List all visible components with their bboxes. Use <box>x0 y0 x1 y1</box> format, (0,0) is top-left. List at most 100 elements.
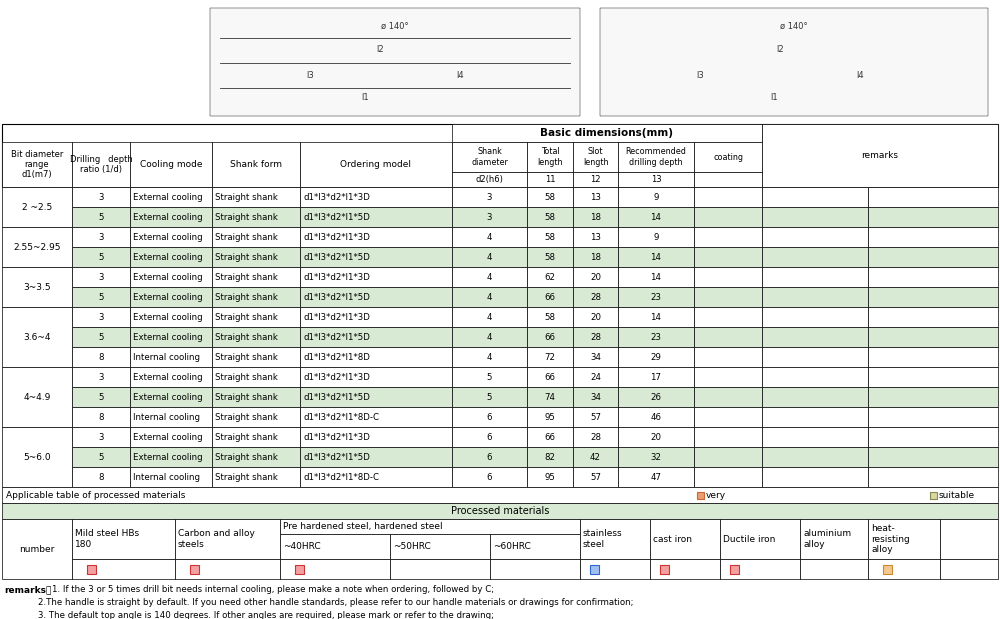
Text: External cooling: External cooling <box>133 233 203 241</box>
Text: 47: 47 <box>650 472 662 482</box>
Text: 23: 23 <box>650 332 662 342</box>
Bar <box>87 565 96 574</box>
Text: Straight shank: Straight shank <box>215 212 278 222</box>
Bar <box>490 534 580 559</box>
Bar <box>694 307 762 327</box>
Bar <box>694 227 762 247</box>
Text: Straight shank: Straight shank <box>215 392 278 402</box>
Bar <box>527 467 573 487</box>
Bar <box>527 407 573 427</box>
Text: 20: 20 <box>590 272 601 282</box>
Text: 14: 14 <box>650 313 662 321</box>
Text: 72: 72 <box>544 352 556 361</box>
Text: d1*l3*d2*l1*5D: d1*l3*d2*l1*5D <box>303 212 370 222</box>
Bar <box>527 187 573 207</box>
Text: 28: 28 <box>590 433 601 441</box>
Bar <box>452 447 527 467</box>
Text: 26: 26 <box>650 392 662 402</box>
Text: 5: 5 <box>98 392 104 402</box>
Bar <box>527 307 573 327</box>
Bar <box>573 287 618 307</box>
Bar <box>580 519 650 559</box>
Text: 6: 6 <box>487 412 492 422</box>
Text: Processed materials: Processed materials <box>451 506 549 516</box>
Text: 18: 18 <box>590 253 601 261</box>
Bar <box>762 347 868 367</box>
Bar <box>280 519 580 534</box>
Bar <box>618 407 694 427</box>
Bar <box>868 427 998 447</box>
Text: 29: 29 <box>651 352 661 361</box>
Bar <box>300 407 452 427</box>
Bar <box>618 227 694 247</box>
Bar <box>72 327 130 347</box>
Bar <box>452 287 527 307</box>
Bar <box>720 519 800 559</box>
Bar <box>175 519 280 559</box>
Text: 5: 5 <box>487 373 492 381</box>
Bar <box>762 447 868 467</box>
Bar <box>618 247 694 267</box>
Bar <box>618 327 694 347</box>
Bar <box>868 227 998 247</box>
Text: 5: 5 <box>98 332 104 342</box>
Bar <box>694 407 762 427</box>
Text: 14: 14 <box>650 253 662 261</box>
Bar <box>694 267 762 287</box>
Text: 8: 8 <box>98 472 104 482</box>
Text: 5: 5 <box>98 293 104 301</box>
Text: d1*l3*d2*l1*3D: d1*l3*d2*l1*3D <box>303 373 370 381</box>
Text: Straight shank: Straight shank <box>215 452 278 462</box>
Text: 17: 17 <box>650 373 662 381</box>
Bar <box>452 307 527 327</box>
Text: 9: 9 <box>653 193 659 202</box>
Bar <box>573 467 618 487</box>
Text: 1. If the 3 or 5 times drill bit needs internal cooling, please make a note when: 1. If the 3 or 5 times drill bit needs i… <box>52 585 494 594</box>
Bar <box>212 207 300 227</box>
Text: 58: 58 <box>544 233 556 241</box>
Text: Straight shank: Straight shank <box>215 352 278 361</box>
Bar <box>130 227 212 247</box>
Text: 4: 4 <box>487 313 492 321</box>
Text: Shank form: Shank form <box>230 160 282 169</box>
Text: Slot
length: Slot length <box>583 147 608 167</box>
Bar <box>300 347 452 367</box>
Bar <box>300 267 452 287</box>
Bar <box>210 8 580 116</box>
Text: External cooling: External cooling <box>133 253 203 261</box>
Bar <box>175 559 280 579</box>
Text: d1*l3*d2*l1*3D: d1*l3*d2*l1*3D <box>303 272 370 282</box>
Bar <box>2 427 72 487</box>
Text: d1*l3*d2*l1*5D: d1*l3*d2*l1*5D <box>303 392 370 402</box>
Text: External cooling: External cooling <box>133 212 203 222</box>
Bar <box>130 187 212 207</box>
Bar <box>130 207 212 227</box>
Text: 2.The handle is straight by default. If you need other handle standards, please : 2.The handle is straight by default. If … <box>38 598 634 607</box>
Bar <box>527 327 573 347</box>
Bar <box>0 0 1000 124</box>
Bar <box>72 142 130 187</box>
Text: External cooling: External cooling <box>133 193 203 202</box>
Text: 9: 9 <box>653 233 659 241</box>
Bar <box>212 427 300 447</box>
Text: 3: 3 <box>98 373 104 381</box>
Bar <box>573 247 618 267</box>
Bar <box>130 467 212 487</box>
Bar <box>490 559 580 579</box>
Bar <box>527 207 573 227</box>
Bar <box>730 565 739 574</box>
Bar <box>694 467 762 487</box>
Text: 3.6~4: 3.6~4 <box>23 332 51 342</box>
Bar <box>72 287 130 307</box>
Bar <box>694 207 762 227</box>
Bar <box>2 487 998 503</box>
Bar <box>300 142 452 187</box>
Text: 66: 66 <box>544 293 556 301</box>
Bar <box>868 447 998 467</box>
Bar <box>72 467 130 487</box>
Text: External cooling: External cooling <box>133 332 203 342</box>
Bar <box>212 187 300 207</box>
Bar <box>694 327 762 347</box>
Bar <box>697 491 704 498</box>
Bar <box>527 387 573 407</box>
